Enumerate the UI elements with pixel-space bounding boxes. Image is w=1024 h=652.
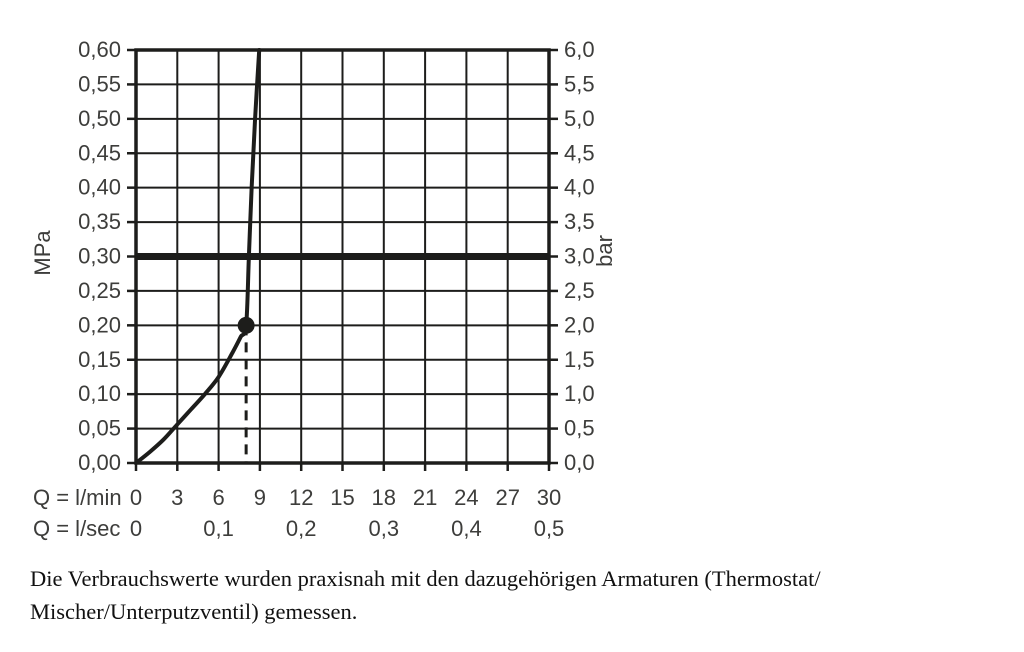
y-axis-tick-label-bar: 2,0 xyxy=(564,312,595,337)
y-axis-tick-label-bar: 4,0 xyxy=(564,175,595,200)
y-axis-tick-label-bar: 5,0 xyxy=(564,106,595,131)
y-axis-tick-label-bar: 4,5 xyxy=(564,140,595,165)
x-axis-tick-label-lmin: 18 xyxy=(372,485,396,510)
x-axis-unit-lsec: Q = l/sec xyxy=(33,516,120,541)
y-axis-tick-label-bar: 1,0 xyxy=(564,381,595,406)
x-axis-unit-lmin: Q = l/min xyxy=(33,485,122,510)
flow-curve xyxy=(134,48,262,465)
y-axis-unit-left-mpa: MPa xyxy=(30,230,55,276)
operating-point-marker xyxy=(237,316,255,334)
x-axis-tick-label-lmin: 15 xyxy=(330,485,354,510)
x-axis-tick-label-lmin: 27 xyxy=(495,485,519,510)
y-axis-tick-label-bar: 2,5 xyxy=(564,278,595,303)
y-axis-tick-label-mpa: 0,45 xyxy=(78,140,121,165)
y-axis-tick-label-mpa: 0,25 xyxy=(78,278,121,303)
y-axis-tick-label-bar: 0,5 xyxy=(564,416,595,441)
y-axis-tick-label-mpa: 0,15 xyxy=(78,347,121,372)
x-axis-tick-label-lmin: 0 xyxy=(130,485,142,510)
x-axis-tick-label-lsec: 0,3 xyxy=(369,516,400,541)
y-axis-tick-label-bar: 5,5 xyxy=(564,71,595,96)
y-axis-tick-label-bar: 3,5 xyxy=(564,209,595,234)
y-axis-tick-label-mpa: 0,20 xyxy=(78,312,121,337)
caption-line: Die Verbrauchswerte wurden praxisnah mit… xyxy=(30,566,821,591)
x-axis-tick-label-lsec: 0,5 xyxy=(534,516,565,541)
x-axis-tick-label-lsec: 0 xyxy=(130,516,142,541)
y-axis-tick-label-mpa: 0,60 xyxy=(78,37,121,62)
x-axis-tick-label-lsec: 0,2 xyxy=(286,516,317,541)
x-axis-tick-label-lmin: 6 xyxy=(212,485,224,510)
y-axis-tick-label-mpa: 0,35 xyxy=(78,209,121,234)
y-axis-tick-label-mpa: 0,40 xyxy=(78,175,121,200)
y-axis-tick-label-mpa: 0,30 xyxy=(78,244,121,269)
x-axis-tick-label-lmin: 9 xyxy=(254,485,266,510)
x-axis-tick-label-lmin: 30 xyxy=(537,485,561,510)
flow-pressure-chart: 0,00 0,00,05 0,50,10 1,00,15 1,50,20 2,00,25 2… xyxy=(30,37,617,541)
x-axis-tick-label-lsec: 0,1 xyxy=(203,516,234,541)
y-axis-tick-label-bar: 1,5 xyxy=(564,347,595,372)
y-axis-tick-label-bar: 0,0 xyxy=(564,450,595,475)
caption: Die Verbrauchswerte wurden praxisnah mit… xyxy=(30,562,970,628)
y-axis-tick-label-mpa: 0,00 xyxy=(78,450,121,475)
caption-line: Mischer/Unterputzventil) gemessen. xyxy=(30,599,358,624)
y-axis-unit-right-bar: bar xyxy=(592,235,617,267)
y-axis-tick-label-mpa: 0,10 xyxy=(78,381,121,406)
x-axis-tick-label-lsec: 0,4 xyxy=(451,516,482,541)
x-axis-tick-label-lmin: 3 xyxy=(171,485,183,510)
y-axis-tick-label-mpa: 0,55 xyxy=(78,71,121,96)
y-axis-tick-label-mpa: 0,50 xyxy=(78,106,121,131)
y-axis-tick-label-bar: 6,0 xyxy=(564,37,595,62)
y-axis-tick-label-mpa: 0,05 xyxy=(78,416,121,441)
x-axis-tick-label-lmin: 24 xyxy=(454,485,478,510)
x-axis-tick-label-lmin: 21 xyxy=(413,485,437,510)
y-axis-tick-label-bar: 3,0 xyxy=(564,244,595,269)
x-axis-tick-label-lmin: 12 xyxy=(289,485,313,510)
